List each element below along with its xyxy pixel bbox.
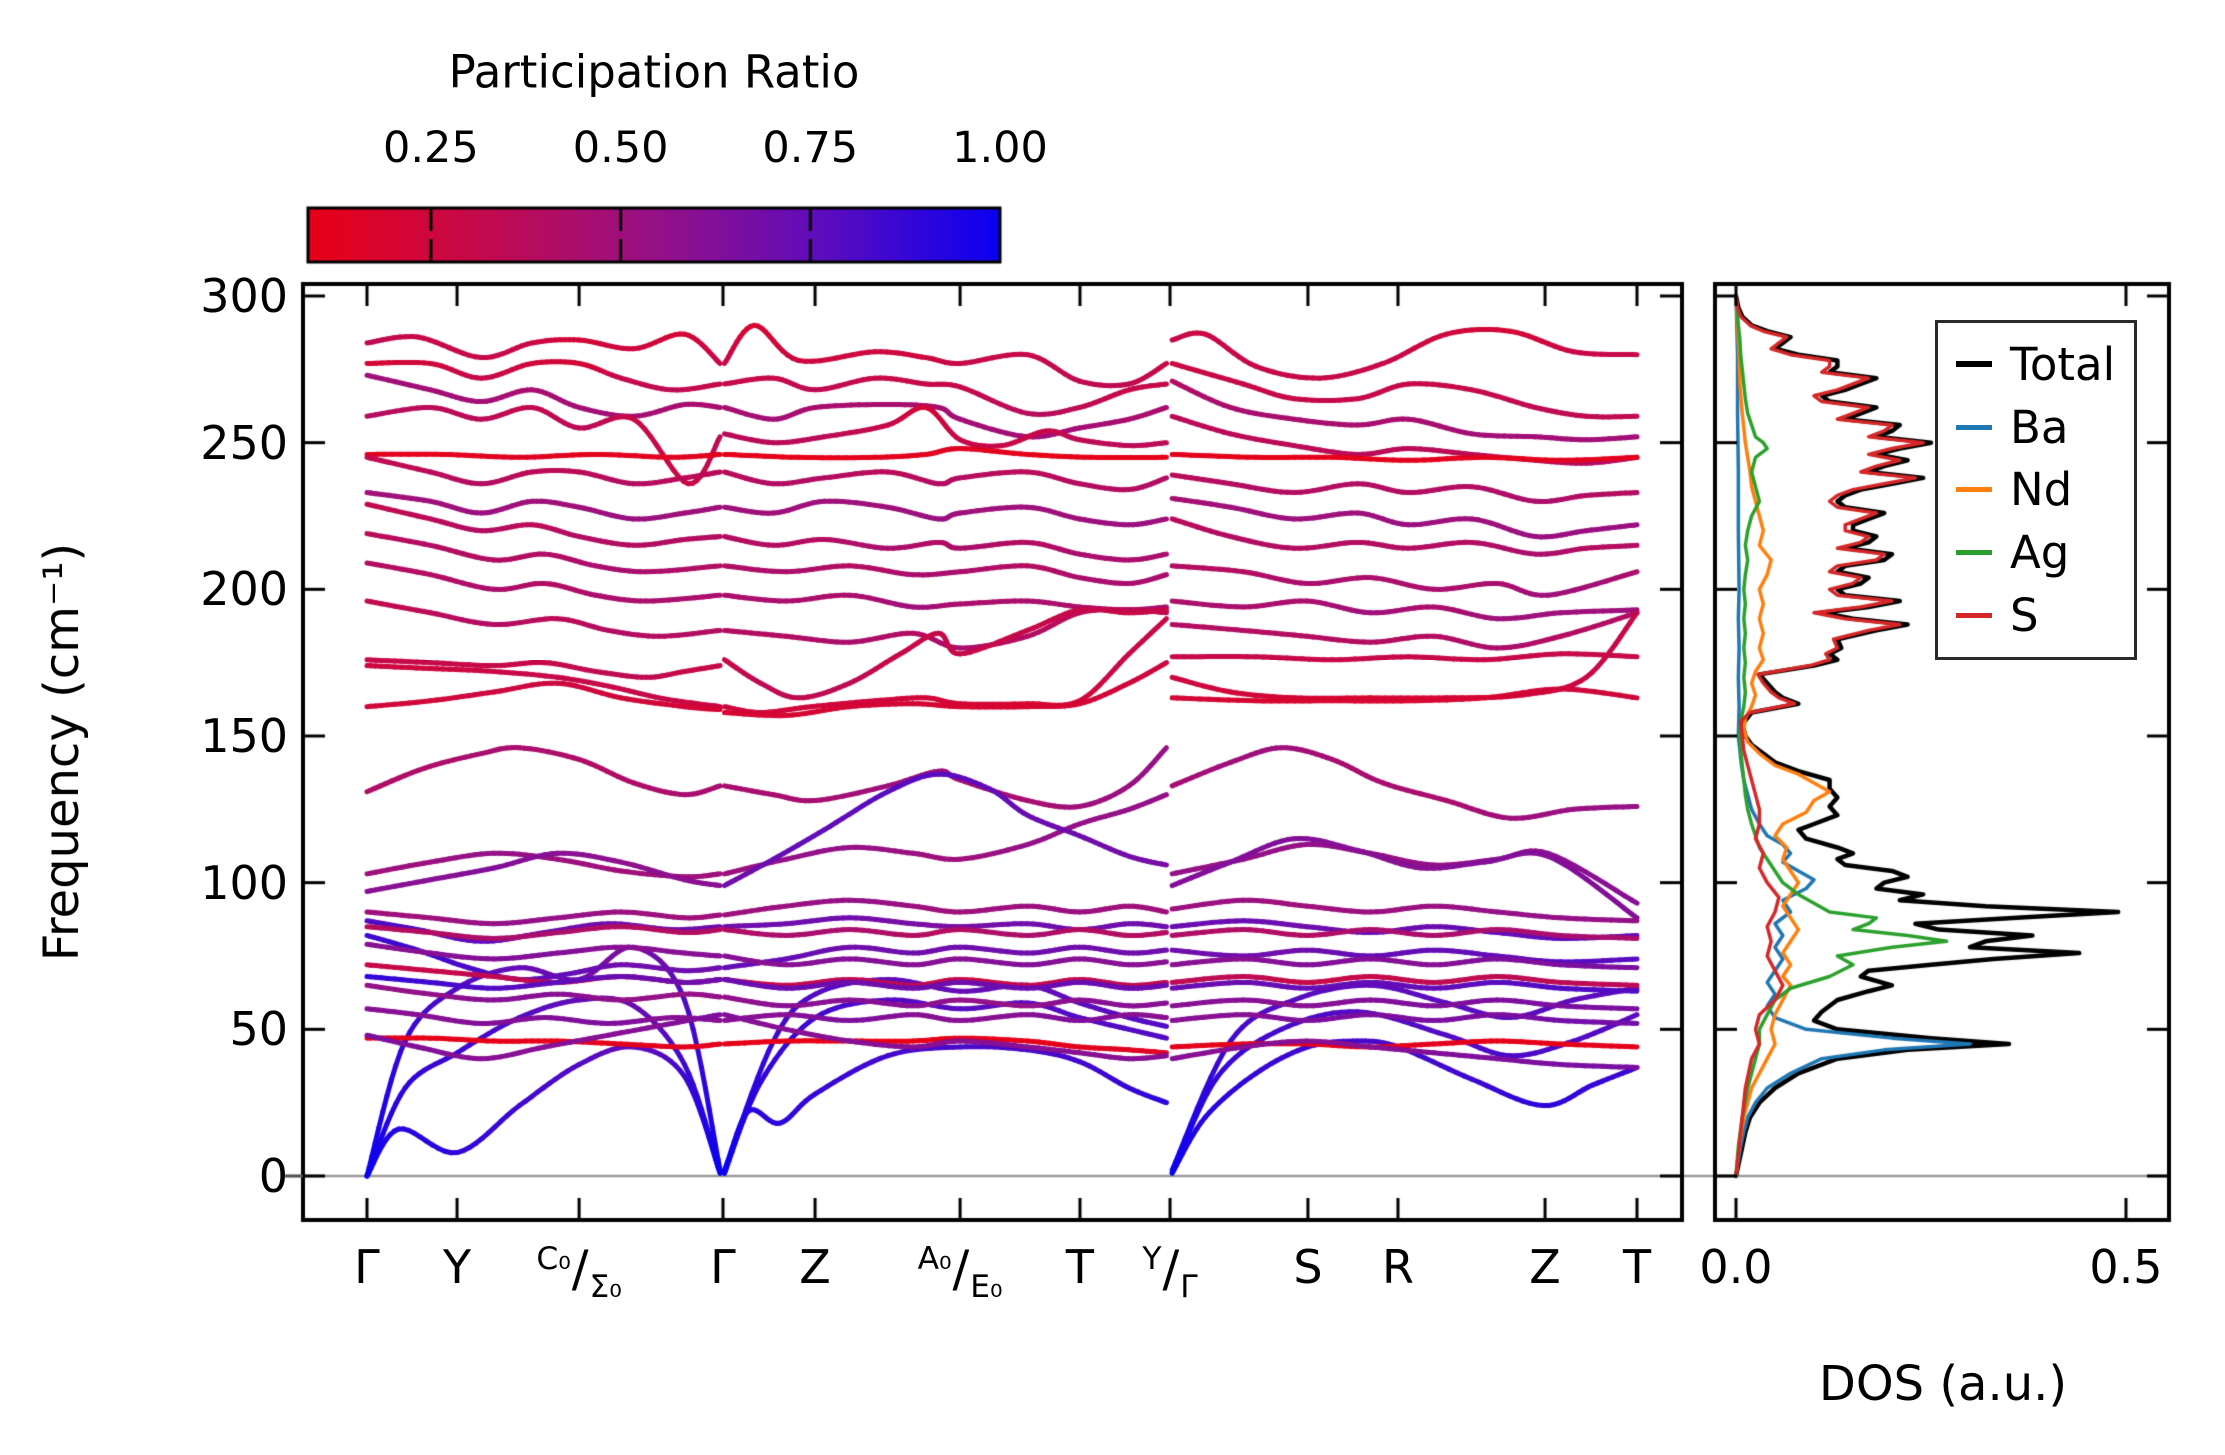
legend-label: Ag [2010,526,2070,580]
y-tick-label: 250 [200,415,288,470]
colorbar-tick-label: 0.25 [383,123,479,173]
dos-x-axis-label: DOS (a.u.) [1818,1356,2068,1412]
legend-item-nd: Nd [1956,467,2134,512]
x-tick-label: Z [799,1240,831,1294]
x-tick-label: Z [1529,1240,1561,1294]
x-tick-label: S [1293,1240,1323,1294]
y-tick-label: 0 [258,1149,288,1203]
x-tick-label: C₀/Σ₀ [536,1240,622,1305]
y-tick-label: 300 [200,269,288,323]
x-tick-label: Γ [354,1240,380,1294]
legend: Total Ba Nd Ag S [1935,320,2137,660]
x-tick-label: A₀/E₀ [917,1240,1003,1305]
legend-line-swatch [1956,613,1992,619]
legend-line-swatch [1956,487,1992,493]
legend-label: Total [2010,337,2116,391]
legend-item-s: S [1956,593,2134,638]
y-tick-label: 100 [200,855,288,910]
x-tick-label: T [1622,1240,1652,1294]
legend-label: S [2010,589,2039,643]
y-tick-label: 200 [200,562,288,617]
x-tick-label: R [1382,1240,1414,1294]
colorbar-title: Participation Ratio [448,45,860,99]
dos-x-tick-label: 0.0 [1699,1240,1773,1294]
dos-x-tick-label: 0.5 [2089,1240,2163,1294]
colorbar-tick-label: 0.75 [762,123,859,173]
x-tick-label: Y [442,1240,472,1294]
colorbar-tick-label: 0.50 [572,123,669,173]
legend-label: Ba [2010,400,2069,454]
legend-label: Nd [2010,463,2073,517]
colorbar-tick-label: 1.00 [952,123,1048,173]
legend-line-swatch [1956,361,1992,368]
y-tick-label: 50 [229,1002,288,1057]
legend-item-ba: Ba [1956,405,2134,450]
x-tick-label: Γ [710,1240,736,1294]
legend-line-swatch [1956,550,1992,556]
x-tick-label: T [1065,1240,1095,1294]
y-tick-label: 150 [200,709,288,763]
y-axis-label: Frequency (cm⁻¹) [34,542,90,962]
x-tick-label: Y/Γ [1142,1240,1198,1305]
legend-line-swatch [1956,424,1992,430]
legend-item-ag: Ag [1956,530,2134,575]
legend-item-total: Total [1956,342,2134,387]
